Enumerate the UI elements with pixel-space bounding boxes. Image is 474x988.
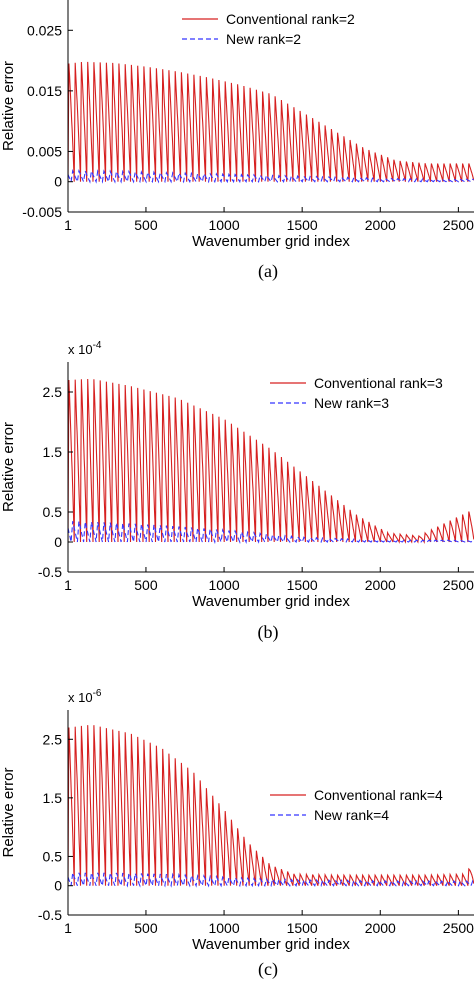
plot-area [68,378,474,545]
series-line-1 [68,378,474,544]
x-tick-label: 500 [134,920,158,936]
y-scale-multiplier: x 10-6 [68,688,102,705]
x-tick-label: 1000 [208,217,239,233]
x-axis-label: Wavenumber grid index [192,936,350,953]
y-tick-label: 2.5 [43,384,63,400]
y-tick-label: 0 [54,534,62,550]
x-axis-label: Wavenumber grid index [192,593,350,610]
x-tick-label: 1000 [208,920,239,936]
x-tick-label: 1 [64,920,72,936]
panel-caption: (b) [258,622,279,643]
x-axis-label: Wavenumber grid index [192,233,350,250]
legend-label-1: Conventional rank=3 [314,375,443,391]
y-scale-multiplier: x 10-4 [68,340,102,357]
legend-box [270,786,474,830]
legend-label-1: Conventional rank=4 [314,787,443,803]
x-tick-label: 2500 [443,217,474,233]
x-tick-label: 1500 [287,577,318,593]
series-line-2 [68,521,474,545]
y-axis-label: Relative error [0,767,17,857]
y-tick-label: 0.5 [43,504,63,520]
plot-area [68,725,474,888]
y-tick-label: -0.005 [22,204,62,220]
y-axis-label: Relative error [0,422,17,512]
legend: Conventional rank=2 New rank=2 [182,10,472,54]
x-tick-label: 500 [134,577,158,593]
x-tick-label: 1500 [287,217,318,233]
y-tick-label: 0.015 [27,83,62,99]
chart-panel-3: 1 500 1000 1500 2000 25002.51.50.50-0.5Wavenu… [0,688,474,980]
legend-label-2: New rank=2 [226,31,301,47]
panel-caption: (a) [258,261,278,282]
x-tick-label: 2000 [365,577,396,593]
y-tick-label: 1.5 [43,790,63,806]
series-line-1 [68,725,474,886]
y-tick-label: -0.5 [38,564,62,580]
x-tick-label: 1000 [208,577,239,593]
panel-caption: (c) [258,959,278,980]
x-tick-label: 1 [64,217,72,233]
x-tick-label: 2500 [443,577,474,593]
series-line-2 [68,872,474,888]
plot-area [68,61,474,184]
legend-label-1: Conventional rank=2 [226,11,355,27]
x-tick-label: 1500 [287,920,318,936]
y-tick-label: -0.5 [38,907,62,923]
y-tick-label: 0.005 [27,143,62,159]
y-tick-label: 0.025 [27,22,62,38]
y-tick-label: 2.5 [43,731,63,747]
x-tick-label: 2000 [365,920,396,936]
y-tick-label: 0 [54,878,62,894]
y-axis-label: Relative error [0,61,17,151]
legend-label-2: New rank=3 [314,395,389,411]
legend: Conventional rank=4 New rank=4 [270,786,474,830]
y-tick-label: 0 [54,174,62,190]
chart-panel-1: 1 500 1000 1500 2000 25000.0250.0150.0050-0.0… [0,0,474,282]
x-tick-label: 1 [64,577,72,593]
legend: Conventional rank=3 New rank=3 [270,374,474,418]
series-line-1 [68,61,474,182]
x-tick-label: 2500 [443,920,474,936]
legend-box [182,10,472,54]
x-tick-label: 500 [134,217,158,233]
x-tick-label: 2000 [365,217,396,233]
legend-label-2: New rank=4 [314,807,389,823]
legend-box [270,374,474,418]
y-tick-label: 1.5 [43,444,63,460]
series-line-2 [68,168,474,184]
y-tick-label: 0.5 [43,848,63,864]
chart-panel-2: 1 500 1000 1500 2000 25002.51.50.50-0.5Wavenu… [0,340,474,643]
